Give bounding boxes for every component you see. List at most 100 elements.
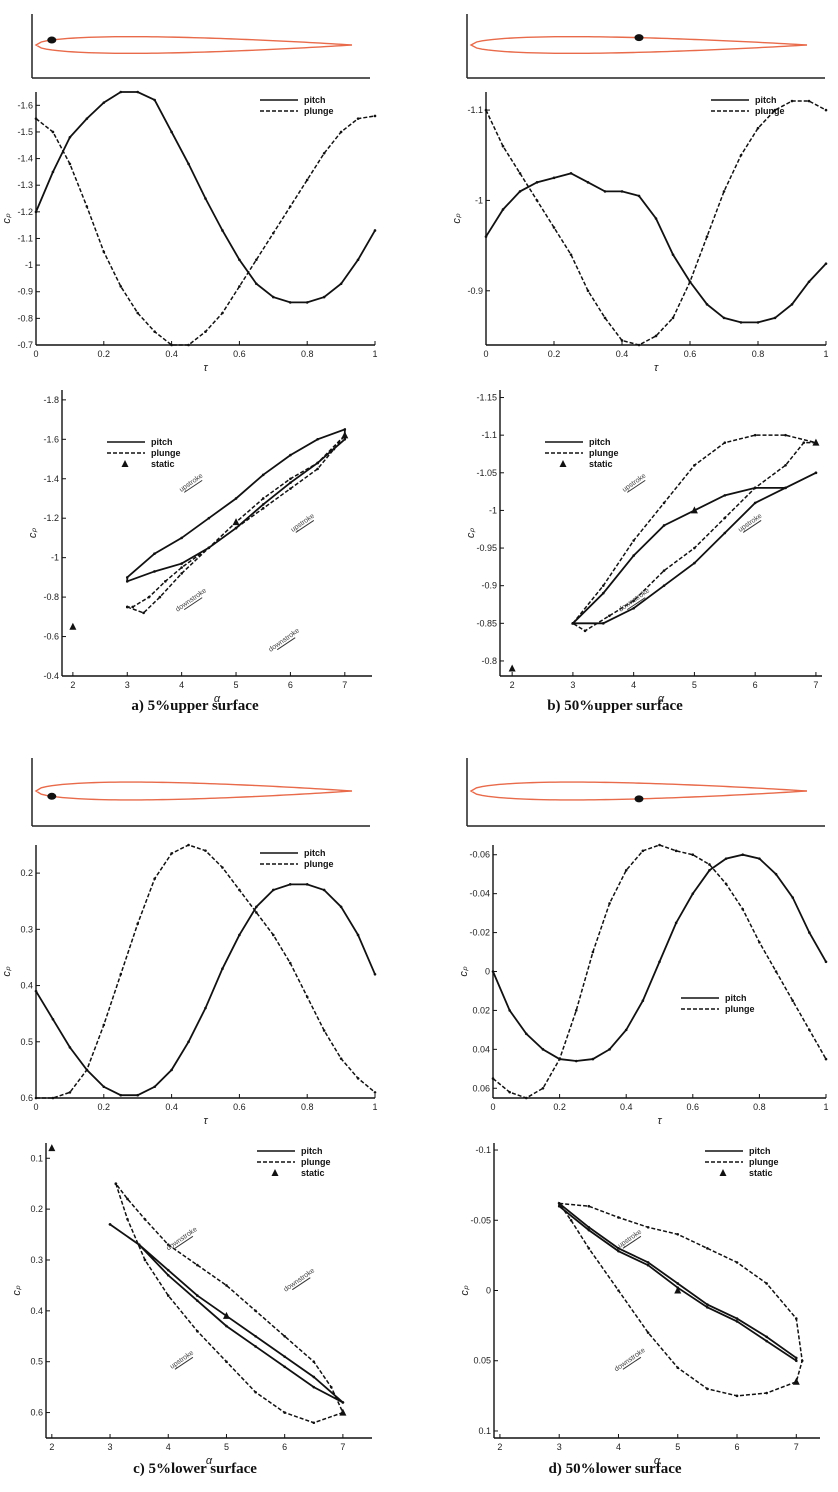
plunge-point [283, 1411, 286, 1414]
y-tick-label: 0.5 [20, 1037, 33, 1047]
x-tick-label: 7 [340, 1442, 345, 1452]
y-tick-label: -1.6 [43, 434, 59, 444]
legend-static-marker [559, 460, 567, 467]
pitch-line [35, 883, 376, 1097]
plunge-point [254, 1390, 257, 1394]
plunge-point [722, 190, 726, 193]
pitch-point [706, 1303, 709, 1306]
plunge-point [316, 461, 319, 465]
pitch-point [312, 1385, 316, 1389]
plunge-point [289, 477, 292, 481]
plunge-point [238, 888, 241, 892]
plunge-point [723, 516, 727, 520]
plunge-point [646, 1331, 650, 1334]
pitch-point [153, 570, 156, 573]
pitch-point [119, 90, 123, 94]
plunge-point [765, 1282, 768, 1285]
plunge-point [676, 1233, 680, 1236]
y-tick-label: -0.7 [17, 340, 33, 350]
plunge-point [658, 843, 661, 847]
plunge-point [501, 144, 505, 148]
plunge-point [153, 877, 156, 881]
pitch-point [794, 1359, 798, 1363]
plunge-point [143, 1258, 147, 1262]
pitch-point [255, 905, 258, 909]
x-tick-label: 6 [282, 1442, 287, 1452]
legend-static-marker [271, 1169, 279, 1176]
pitch-point [221, 229, 224, 232]
y-tick-label: -1.4 [17, 154, 33, 164]
plunge-point [102, 250, 106, 254]
plunge-point [153, 330, 156, 333]
plunge-point [180, 566, 183, 569]
y-tick-label: 0.02 [472, 1005, 490, 1015]
plunge-point [674, 849, 678, 853]
pitch-point [552, 176, 556, 180]
plunge-point [288, 205, 292, 208]
pitch-point [166, 1273, 170, 1277]
pitch-point [765, 1335, 768, 1339]
pitch-point [322, 888, 326, 892]
pitch-point [234, 497, 238, 500]
plunge-point [735, 1261, 739, 1264]
pitch-point [34, 989, 38, 993]
pitch-point [508, 1009, 511, 1012]
plunge-point [756, 126, 760, 130]
plunge-point [316, 467, 319, 471]
x-tick-label: 0.6 [687, 1102, 700, 1112]
plunge-point [373, 114, 377, 118]
plunge-point [180, 572, 183, 575]
plunge-point [676, 1366, 680, 1370]
pitch-point [166, 1268, 170, 1272]
pitch-point [557, 1204, 561, 1208]
pitch-point [196, 1294, 199, 1297]
plunge-point [131, 605, 135, 609]
y-tick-label: 0.3 [20, 924, 33, 934]
loop-direction-annotation: downstroke [613, 1347, 646, 1373]
x-tick-label: 6 [288, 680, 293, 690]
alpha_plot-plot: 2 3 4 5 6 7 0.1 0.2 0.3 0.4 0.5 0.6 α cₚ pitchplungest… [11, 1143, 372, 1467]
plunge-point [583, 629, 587, 633]
plunge-point [238, 285, 241, 288]
plunge-point [225, 1360, 228, 1364]
pitch-point [723, 531, 727, 535]
loop-direction-arrow [742, 520, 762, 533]
y-axis-label: cₚ [1, 966, 13, 977]
plunge-point [646, 1225, 650, 1229]
legend-pitch-label: pitch [301, 1146, 323, 1156]
pitch-point [125, 576, 129, 579]
plunge-point [261, 507, 265, 510]
plunge-point [51, 130, 55, 134]
plunge-point [758, 941, 761, 944]
plunge-point [255, 911, 258, 914]
pitch-point [238, 258, 241, 262]
pitch-point [735, 1320, 739, 1323]
x-tick-label: 0.2 [98, 349, 111, 359]
pitch-point [753, 501, 757, 505]
pitch-point [312, 1375, 316, 1379]
pitch-point [341, 1401, 345, 1404]
pitch-point [824, 262, 828, 265]
plunge-point [85, 205, 89, 208]
pitch-point [491, 970, 495, 973]
pitch-point [794, 1356, 798, 1360]
pitch-point [136, 1093, 139, 1097]
plunge-point [312, 1360, 316, 1364]
x-tick-label: 5 [224, 1442, 229, 1452]
pitch-point [180, 562, 183, 565]
legend-plunge-label: plunge [301, 1157, 331, 1167]
plunge-point [765, 1391, 768, 1395]
loop-direction-arrow [174, 1235, 194, 1249]
y-axis-label: cₚ [451, 213, 463, 224]
loop-direction-annotation: downstroke [618, 587, 651, 613]
loop-direction-arrow [174, 1356, 194, 1370]
pitch-point [741, 853, 745, 857]
plunge-point [671, 316, 675, 320]
pitch-point [620, 190, 624, 193]
y-axis-label: cₚ [11, 1285, 23, 1296]
pitch-point [814, 471, 818, 475]
plunge-point [587, 1204, 591, 1208]
x-tick-label: 0.2 [553, 1102, 566, 1112]
x-tick-label: 3 [125, 680, 130, 690]
